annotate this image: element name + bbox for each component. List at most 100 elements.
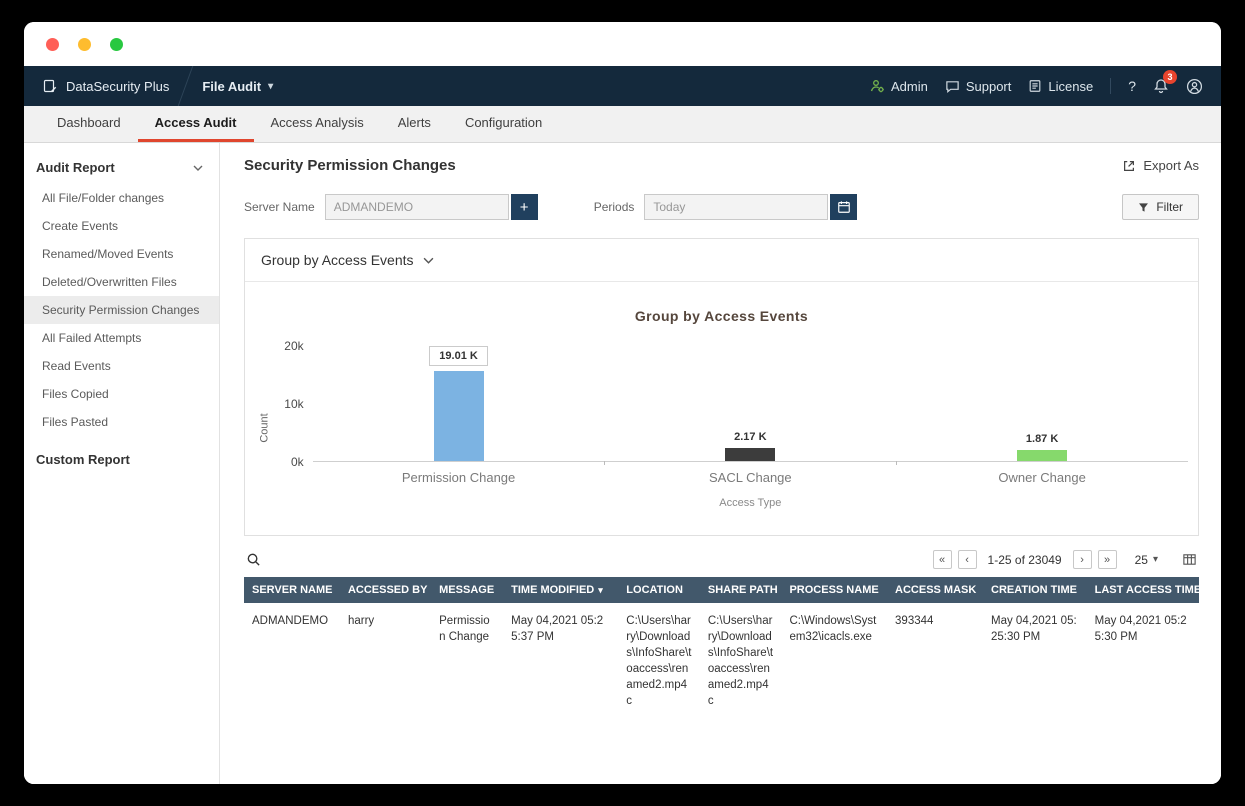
license-label: License bbox=[1048, 78, 1094, 94]
prev-page-button[interactable]: ‹ bbox=[957, 550, 977, 569]
tab-label: Access Analysis bbox=[270, 115, 364, 130]
bar-value-label: 2.17 K bbox=[734, 431, 767, 443]
y-axis-title: Count bbox=[259, 412, 272, 443]
tab-access-analysis[interactable]: Access Analysis bbox=[254, 106, 381, 142]
server-name-label: Server Name bbox=[244, 200, 315, 214]
calendar-button[interactable] bbox=[830, 194, 858, 220]
bar-slot-permission-change: 19.01 K bbox=[313, 346, 605, 461]
zoom-window-button[interactable] bbox=[110, 37, 123, 51]
col-time-modified[interactable]: TIME MODIFIED ▾ bbox=[503, 577, 619, 603]
tab-dashboard[interactable]: Dashboard bbox=[40, 106, 138, 142]
export-label: Export As bbox=[1143, 158, 1199, 173]
header-divider bbox=[178, 66, 194, 106]
cell-accessed-by: harry bbox=[347, 615, 375, 627]
last-page-button[interactable]: » bbox=[1097, 550, 1117, 569]
module-selector[interactable]: File Audit ▾ bbox=[202, 79, 273, 94]
app-header: DataSecurity Plus File Audit ▾ Admin bbox=[24, 66, 1221, 106]
tab-access-audit[interactable]: Access Audit bbox=[137, 106, 254, 142]
tab-label: Configuration bbox=[464, 115, 543, 130]
page-size-select[interactable]: 25 ▾ bbox=[1135, 553, 1158, 567]
sidebar: Audit Report All File/Folder changes Cre… bbox=[24, 143, 220, 784]
tab-configuration[interactable]: Configuration bbox=[448, 106, 559, 142]
chart-bar[interactable] bbox=[725, 448, 776, 461]
bar-slot-owner-change: 1.87 K bbox=[896, 346, 1188, 461]
pagination: « ‹ 1-25 of 23049 › » 25 ▾ bbox=[932, 550, 1197, 569]
chevron-down-icon: ▾ bbox=[268, 80, 274, 92]
sidebar-item-security-permission-changes[interactable]: Security Permission Changes bbox=[24, 296, 219, 324]
cell-location: C:\Users\harry\Downloads\InfoShare\toacc… bbox=[626, 615, 692, 708]
x-category: Permission Change bbox=[401, 470, 516, 485]
tab-alerts[interactable]: Alerts bbox=[381, 106, 448, 142]
server-name-input[interactable]: ADMANDEMO bbox=[324, 194, 509, 220]
cell-creation-time: May 04,2021 05:25:30 PM bbox=[991, 615, 1077, 644]
bar-value-label: 1.87 K bbox=[1025, 433, 1059, 445]
col-server-name[interactable]: SERVER NAME bbox=[244, 577, 340, 603]
y-axis-ticks: 20k 10k 0k bbox=[284, 339, 304, 469]
first-page-button[interactable]: « bbox=[932, 550, 952, 569]
sidebar-item-deleted-overwritten-files[interactable]: Deleted/Overwritten Files bbox=[42, 275, 177, 289]
sidebar-section-custom-report[interactable]: Custom Report bbox=[36, 452, 130, 467]
periods-group: Periods Today bbox=[594, 194, 858, 220]
col-share-path[interactable]: SHARE PATH bbox=[699, 577, 782, 603]
search-button[interactable] bbox=[246, 552, 261, 567]
chart-bar[interactable] bbox=[433, 371, 484, 461]
support-label: Support bbox=[965, 78, 1012, 94]
table-toolbar: « ‹ 1-25 of 23049 › » 25 ▾ bbox=[244, 548, 1199, 577]
column-chooser-button[interactable] bbox=[1182, 552, 1197, 567]
chat-bubble-icon bbox=[945, 79, 960, 94]
filter-row: Server Name ADMANDEMO + Periods Today bbox=[244, 194, 1199, 220]
tab-label: Alerts bbox=[397, 115, 431, 130]
plot-area: 19.01 K 2.17 K 1.87 K bbox=[312, 346, 1188, 465]
cell-share-path: C:\Users\harry\Downloads\InfoShare\toacc… bbox=[707, 615, 774, 708]
next-page-button[interactable]: › bbox=[1072, 550, 1092, 569]
col-message[interactable]: MESSAGE bbox=[431, 577, 504, 603]
cell-last-access-time: May 04,2021 05:25:30 PM bbox=[1094, 615, 1187, 644]
table-row[interactable]: ADMANDEMO harry Permission Change May 04… bbox=[244, 603, 1199, 720]
cell-message: Permission Change bbox=[439, 615, 490, 644]
help-button[interactable]: ? bbox=[1128, 78, 1136, 94]
notifications-button[interactable]: 3 bbox=[1153, 70, 1177, 94]
periods-input[interactable]: Today bbox=[644, 194, 829, 220]
sidebar-item-read-events[interactable]: Read Events bbox=[42, 359, 111, 373]
sidebar-section-audit-report[interactable]: Audit Report bbox=[24, 151, 219, 184]
col-access-mask[interactable]: ACCESS MASK bbox=[887, 577, 983, 603]
license-menu[interactable]: License bbox=[1028, 79, 1093, 94]
col-location[interactable]: LOCATION bbox=[618, 577, 700, 603]
sidebar-item-files-copied[interactable]: Files Copied bbox=[42, 387, 109, 401]
add-server-button[interactable]: + bbox=[510, 194, 538, 220]
notification-badge: 3 bbox=[1163, 70, 1177, 84]
admin-menu[interactable]: Admin bbox=[869, 78, 928, 94]
support-menu[interactable]: Support bbox=[945, 78, 1012, 94]
minimize-window-button[interactable] bbox=[78, 37, 91, 51]
page-title: Security Permission Changes bbox=[244, 157, 456, 174]
sidebar-item-renamed-moved-events[interactable]: Renamed/Moved Events bbox=[42, 247, 174, 261]
user-avatar-icon bbox=[1186, 78, 1203, 95]
app-window: DataSecurity Plus File Audit ▾ Admin bbox=[24, 22, 1221, 784]
sidebar-item-all-failed-attempts[interactable]: All Failed Attempts bbox=[42, 331, 142, 345]
module-name: File Audit bbox=[202, 78, 262, 94]
group-by-selector[interactable]: Group by Access Events bbox=[245, 239, 1198, 282]
tab-label: Access Audit bbox=[154, 115, 237, 130]
export-icon bbox=[1122, 159, 1136, 173]
col-creation-time[interactable]: CREATION TIME bbox=[983, 577, 1087, 603]
sidebar-item-all-file-folder-changes[interactable]: All File/Folder changes bbox=[42, 191, 165, 205]
filter-label: Filter bbox=[1156, 200, 1183, 214]
x-axis-tick bbox=[896, 461, 898, 465]
filter-button[interactable]: Filter bbox=[1122, 194, 1199, 220]
col-process-name[interactable]: PROCESS NAME bbox=[781, 577, 888, 603]
table-body: ADMANDEMO harry Permission Change May 04… bbox=[244, 603, 1199, 720]
periods-label: Periods bbox=[593, 200, 635, 214]
x-category: SACL Change bbox=[709, 470, 792, 485]
chevron-down-icon: ▾ bbox=[1152, 554, 1158, 565]
close-window-button[interactable] bbox=[46, 37, 59, 51]
chart-bar[interactable] bbox=[1017, 450, 1068, 461]
sidebar-item-files-pasted[interactable]: Files Pasted bbox=[42, 415, 109, 429]
col-last-access-time[interactable]: LAST ACCESS TIME bbox=[1086, 577, 1199, 603]
sidebar-item-create-events[interactable]: Create Events bbox=[42, 219, 119, 233]
export-as-button[interactable]: Export As bbox=[1122, 158, 1199, 173]
account-button[interactable] bbox=[1186, 78, 1203, 95]
col-accessed-by[interactable]: ACCESSED BY bbox=[339, 577, 432, 603]
main-panel: Security Permission Changes Export As Se… bbox=[220, 143, 1221, 784]
brand[interactable]: DataSecurity Plus bbox=[42, 78, 169, 94]
